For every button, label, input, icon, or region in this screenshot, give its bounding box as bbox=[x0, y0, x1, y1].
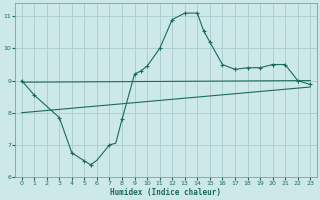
X-axis label: Humidex (Indice chaleur): Humidex (Indice chaleur) bbox=[110, 188, 221, 197]
